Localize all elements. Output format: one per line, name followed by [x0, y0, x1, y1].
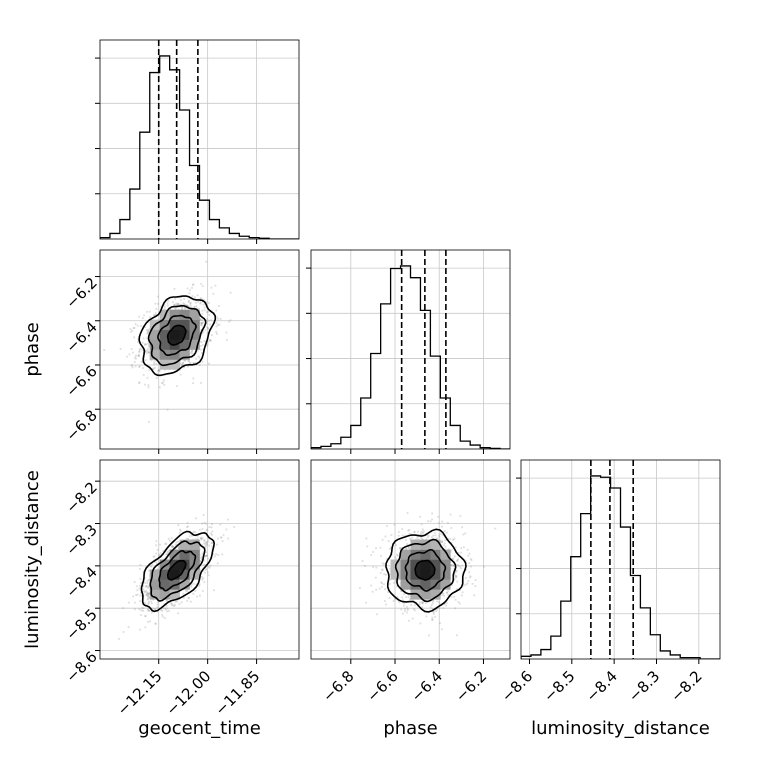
contour-level-2 — [147, 304, 207, 367]
contour-level-1 — [158, 549, 197, 592]
panel-content — [311, 460, 510, 659]
x-tick-label-phase: −6.8 — [319, 667, 357, 705]
panel-content — [100, 460, 299, 659]
hist-panel-geocent_time — [95, 39, 300, 244]
panel-frame — [520, 459, 721, 660]
histogram-geocent_time — [100, 55, 299, 239]
contour-level-0 — [166, 324, 187, 346]
contour-level-3 — [138, 295, 217, 377]
y-tick-label-luminosity_distance: −8.3 — [62, 521, 100, 559]
x-tick-label-phase: −6.6 — [363, 667, 401, 705]
x-axis-title-luminosity_distance: luminosity_distance — [531, 718, 710, 739]
density-panel-geocent_time_luminosity_distance — [95, 459, 300, 664]
contour-level-0 — [414, 559, 436, 581]
x-axis-title-phase: phase — [383, 718, 437, 739]
y-axis-title-luminosity_distance: luminosity_distance — [22, 470, 43, 649]
x-tick-label-geocent_time: −12.00 — [163, 667, 215, 719]
panel-background — [311, 250, 510, 449]
x-tick-label-geocent_time: −11.85 — [211, 667, 263, 719]
y-tick-label-luminosity_distance: −8.5 — [62, 605, 100, 643]
x-tick-label-luminosity_distance: −8.2 — [667, 667, 705, 705]
contour-level-3 — [385, 528, 467, 613]
x-tick-label-phase: −6.4 — [408, 667, 446, 705]
x-tick-label-luminosity_distance: −8.5 — [540, 667, 578, 705]
contour-level-2 — [149, 540, 206, 602]
density-panel-phase_luminosity_distance — [310, 459, 511, 664]
contour-level-1 — [157, 314, 197, 357]
contour-level-1 — [404, 548, 447, 592]
y-axis-title-phase: phase — [22, 322, 43, 376]
hist-panel-phase — [306, 249, 511, 454]
panel-frame — [310, 249, 511, 450]
x-tick-label-luminosity_distance: −8.3 — [625, 667, 663, 705]
y-tick-label-phase: −6.8 — [62, 406, 100, 444]
y-tick-label-phase: −6.4 — [62, 318, 100, 356]
contour-level-3 — [140, 530, 215, 613]
axis-titles: geocent_time phase luminosity_distancephas… — [22, 322, 710, 739]
panel-content — [100, 250, 299, 449]
density-panel-geocent_time_phase — [95, 249, 300, 454]
y-tick-label-luminosity_distance: −8.4 — [62, 563, 100, 601]
y-tick-label-luminosity_distance: −8.2 — [62, 478, 100, 516]
panel-frame — [99, 249, 300, 450]
x-tick-label-luminosity_distance: −8.4 — [582, 667, 620, 705]
histogram-phase — [311, 265, 510, 449]
x-tick-label-luminosity_distance: −8.6 — [498, 667, 536, 705]
hist-panel-luminosity_distance — [516, 459, 721, 664]
x-axis-title-geocent_time: geocent_time — [138, 718, 261, 739]
contour-level-0 — [166, 559, 187, 581]
panel-frame — [99, 39, 300, 240]
panel-background — [100, 40, 299, 239]
y-tick-label-luminosity_distance: −8.6 — [62, 648, 100, 686]
contour-level-2 — [394, 538, 457, 603]
y-tick-label-phase: −6.6 — [62, 362, 100, 400]
panel-frame — [310, 459, 511, 660]
panel-frame — [99, 459, 300, 660]
x-tick-label-geocent_time: −12.15 — [114, 667, 166, 719]
y-tick-label-phase: −6.2 — [62, 274, 100, 312]
x-tick-label-phase: −6.2 — [452, 667, 490, 705]
